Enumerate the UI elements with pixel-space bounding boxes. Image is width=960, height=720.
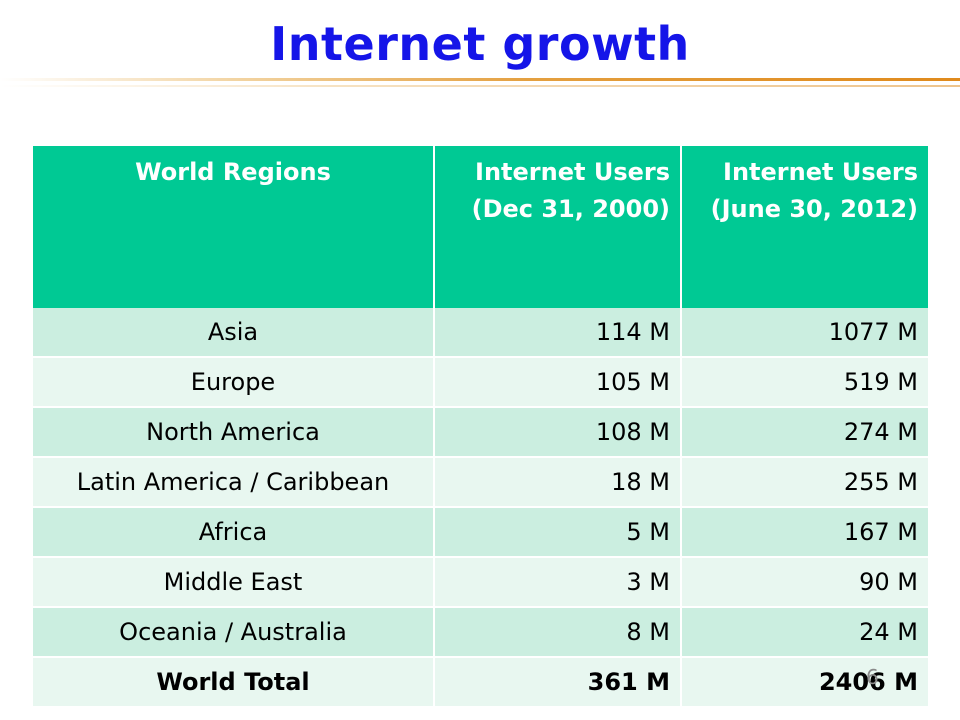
table-row: Africa 5 M 167 M (33, 506, 928, 556)
users-2012-cell: 519 M (680, 356, 928, 406)
total-region-cell: World Total (33, 656, 433, 706)
users-2012-cell: 24 M (680, 606, 928, 656)
users-2012-cell: 274 M (680, 406, 928, 456)
title-rule-bottom (0, 85, 960, 87)
users-2000-cell: 18 M (433, 456, 680, 506)
region-cell: Latin America / Caribbean (33, 456, 433, 506)
table-row: Europe 105 M 519 M (33, 356, 928, 406)
table-row: Latin America / Caribbean 18 M 255 M (33, 456, 928, 506)
users-2012-cell: 90 M (680, 556, 928, 606)
users-2000-cell: 105 M (433, 356, 680, 406)
users-2000-cell: 3 M (433, 556, 680, 606)
header-world-regions: World Regions (33, 146, 433, 308)
region-cell: Asia (33, 308, 433, 356)
table-row: Asia 114 M 1077 M (33, 308, 928, 356)
title-rule-top (0, 78, 960, 81)
header-users-2012: Internet Users (June 30, 2012) (680, 146, 928, 308)
header-users-2000: Internet Users (Dec 31, 2000) (433, 146, 680, 308)
table-row: North America 108 M 274 M (33, 406, 928, 456)
total-users-2000-cell: 361 M (433, 656, 680, 706)
slide-title: Internet growth (270, 17, 690, 71)
users-2000-cell: 5 M (433, 506, 680, 556)
region-cell: Middle East (33, 556, 433, 606)
users-2000-cell: 108 M (433, 406, 680, 456)
users-2012-cell: 167 M (680, 506, 928, 556)
table-row: Oceania / Australia 8 M 24 M (33, 606, 928, 656)
users-2012-cell: 1077 M (680, 308, 928, 356)
region-cell: Europe (33, 356, 433, 406)
region-cell: Africa (33, 506, 433, 556)
region-cell: North America (33, 406, 433, 456)
users-2000-cell: 8 M (433, 606, 680, 656)
internet-users-table: World Regions Internet Users (Dec 31, 20… (33, 146, 928, 706)
users-2012-cell: 255 M (680, 456, 928, 506)
total-users-2012-cell: 2406 M (680, 656, 928, 706)
region-cell: Oceania / Australia (33, 606, 433, 656)
table-header-row: World Regions Internet Users (Dec 31, 20… (33, 146, 928, 308)
slide-number: 6 (866, 665, 879, 689)
table-row: Middle East 3 M 90 M (33, 556, 928, 606)
users-2000-cell: 114 M (433, 308, 680, 356)
total-row: World Total 361 M 2406 M (33, 656, 928, 706)
